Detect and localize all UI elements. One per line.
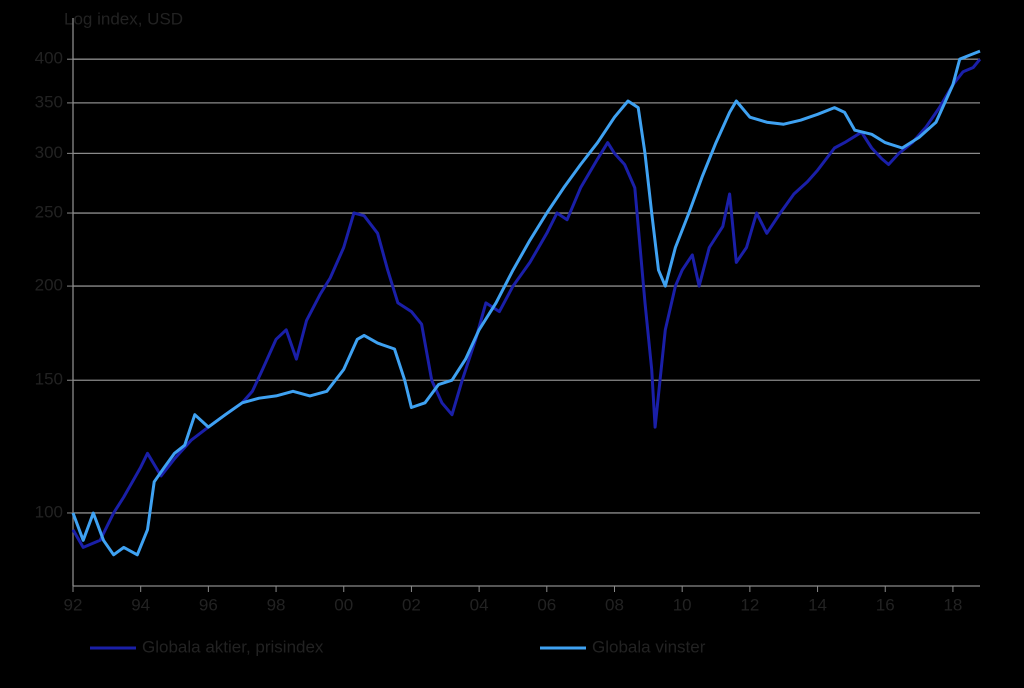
x-tick-label: 14 [808,595,827,614]
series-line [71,58,982,549]
x-tick-label: 18 [943,595,962,614]
y-tick-label: 350 [35,92,63,111]
y-tick-label: 150 [35,370,63,389]
x-tick-label: 02 [402,595,421,614]
x-tick-label: 96 [199,595,218,614]
x-tick-label: 08 [605,595,624,614]
x-tick-label: 10 [673,595,692,614]
y-tick-label: 250 [35,203,63,222]
x-tick-label: 94 [131,595,150,614]
x-tick-label: 16 [876,595,895,614]
chart-title: Log index, USD [64,9,183,28]
series-line [71,49,981,557]
y-tick-label: 300 [35,143,63,162]
x-tick-label: 00 [334,595,353,614]
y-tick-label: 400 [35,49,63,68]
legend-label: Globala aktier, prisindex [142,637,324,656]
legend-label: Globala vinster [592,637,706,656]
x-tick-label: 98 [267,595,286,614]
y-tick-label: 100 [35,502,63,521]
x-tick-label: 92 [64,595,83,614]
x-tick-label: 12 [740,595,759,614]
x-tick-label: 04 [470,595,489,614]
x-tick-label: 06 [537,595,556,614]
y-tick-label: 200 [35,276,63,295]
